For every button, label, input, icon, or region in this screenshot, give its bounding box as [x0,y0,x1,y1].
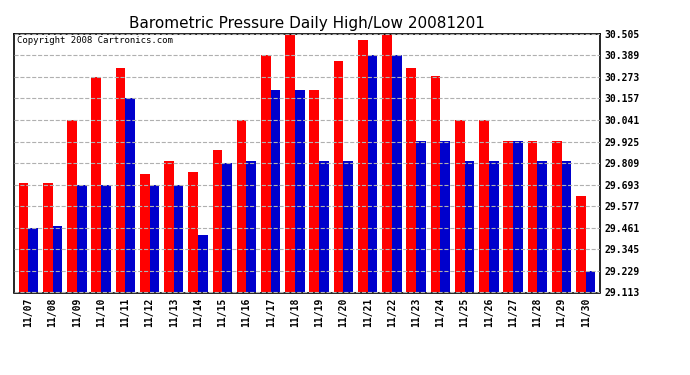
Bar [538,161,547,292]
Bar [552,141,562,292]
Bar [164,161,174,292]
Bar [368,55,377,292]
Bar [101,185,110,292]
Bar [416,141,426,292]
Bar [295,90,304,292]
Bar [91,77,101,292]
Bar [406,68,416,292]
Bar [358,40,368,292]
Bar [174,185,184,292]
Bar [246,161,256,292]
Bar [344,161,353,292]
Bar [431,76,440,292]
Bar [392,55,402,292]
Bar [270,90,280,292]
Bar [489,161,498,292]
Bar [237,120,246,292]
Bar [310,90,319,292]
Bar [504,141,513,292]
Bar [67,120,77,292]
Bar [382,33,392,292]
Bar [213,150,222,292]
Bar [576,196,586,292]
Bar [150,185,159,292]
Bar [116,68,126,292]
Bar [513,141,523,292]
Bar [43,183,52,292]
Bar [198,236,208,292]
Bar [334,61,344,292]
Bar [52,226,62,292]
Text: Copyright 2008 Cartronics.com: Copyright 2008 Cartronics.com [17,36,172,45]
Bar [261,55,270,292]
Bar [464,161,474,292]
Bar [319,161,329,292]
Title: Barometric Pressure Daily High/Low 20081201: Barometric Pressure Daily High/Low 20081… [129,16,485,31]
Bar [455,120,464,292]
Bar [19,183,28,292]
Bar [479,120,489,292]
Bar [562,161,571,292]
Bar [222,163,232,292]
Bar [188,172,198,292]
Bar [28,228,38,292]
Bar [140,174,150,292]
Bar [440,141,450,292]
Bar [77,185,86,292]
Bar [126,98,135,292]
Bar [586,271,595,292]
Bar [285,33,295,292]
Bar [528,141,538,292]
